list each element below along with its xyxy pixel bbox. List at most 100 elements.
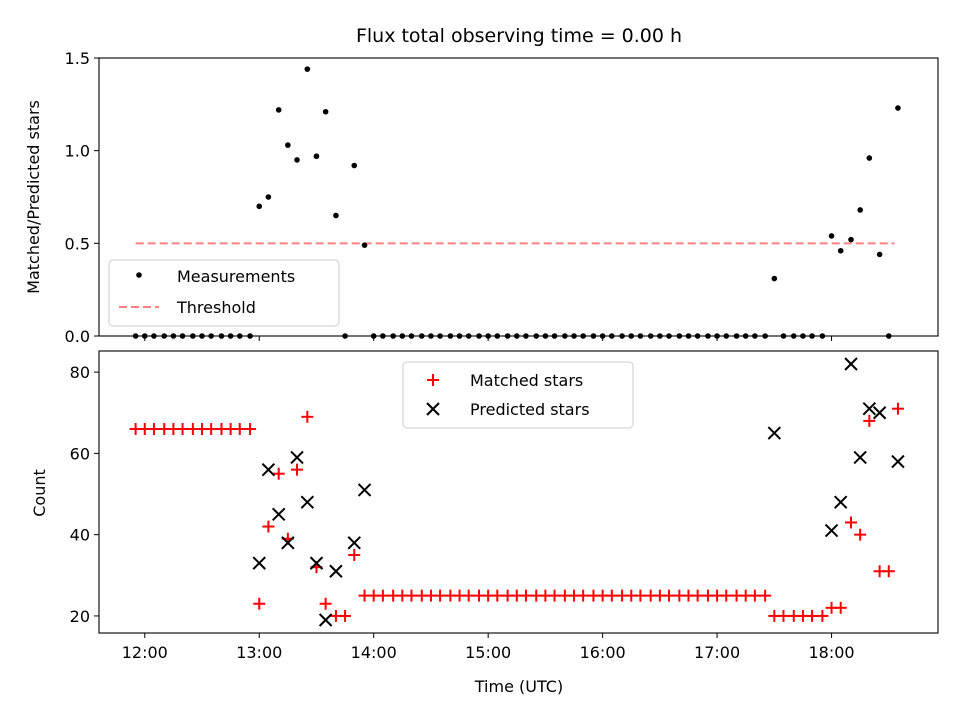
measurement-point [809, 333, 815, 339]
matched-star-point [339, 609, 352, 622]
bottom-legend: Matched stars Predicted stars [402, 361, 634, 429]
top-chart-title: Flux total observing time = 0.00 h [356, 25, 682, 47]
matched-star-point [748, 589, 761, 602]
matched-star-point [854, 528, 867, 541]
x-tick-label: 16:00 [580, 643, 626, 662]
matched-star-point [816, 609, 829, 622]
matched-star-point [348, 548, 361, 561]
predicted-star-point [862, 401, 877, 416]
matched-star-point [691, 589, 704, 602]
measurement-point [752, 333, 758, 339]
predicted-star-point [329, 564, 343, 578]
measurement-point [542, 333, 549, 339]
x-tick-label: 12:00 [122, 643, 168, 662]
measurement-point [714, 333, 720, 339]
measurement-point [637, 333, 644, 339]
measurement-point [723, 333, 730, 339]
measurement-point [275, 107, 282, 113]
measurement-point [657, 333, 663, 339]
matched-star-point [405, 589, 418, 602]
measurement-point [190, 333, 196, 339]
measurement-point [465, 333, 472, 339]
measurement-point [476, 333, 482, 339]
matched-star-point [759, 589, 772, 602]
x-axis-label: Time (UTC) [474, 677, 563, 696]
x-tick-label: 15:00 [465, 643, 511, 662]
measurement-point [380, 333, 386, 339]
measurement-point [504, 333, 511, 339]
predicted-star-point [357, 483, 372, 497]
measurement-point [333, 212, 339, 219]
matched-star-point [548, 589, 561, 602]
measurement-point [790, 333, 797, 339]
matched-star-point [272, 467, 285, 480]
matched-star-point [319, 597, 332, 610]
measurement-point [322, 108, 329, 115]
measurement-point [408, 333, 415, 339]
measurement-point [647, 333, 654, 339]
measurement-point [590, 333, 597, 339]
measurement-point [666, 333, 672, 339]
predicted-star-point [309, 556, 324, 570]
measurement-point [780, 333, 787, 339]
measurement-point [857, 207, 863, 213]
matched-star-point [301, 410, 314, 423]
measurement-point [866, 155, 873, 161]
measurement-point [828, 233, 835, 239]
bottom-y-tick-label: 60 [70, 444, 90, 463]
measurement-point [876, 251, 883, 258]
measurement-point [456, 333, 463, 339]
predicted-star-point [281, 536, 295, 550]
measurement-point [742, 333, 749, 339]
measurement-point [370, 333, 377, 339]
predicted-star-point [891, 454, 905, 469]
measurement-point [437, 333, 443, 339]
measurement-point [608, 333, 615, 339]
measurement-point [580, 333, 586, 339]
measurement-point [494, 333, 501, 339]
predicted-star-point [252, 556, 266, 570]
top-y-tick-label: 1.0 [65, 142, 90, 161]
measurement-point [523, 333, 529, 339]
measurement-point [848, 236, 854, 243]
matched-star-point [882, 565, 895, 578]
measurement-point [247, 333, 253, 339]
bottom-y-tick-label: 20 [70, 607, 90, 626]
top-y-tick-label: 0.0 [65, 327, 90, 346]
measurement-point [619, 333, 625, 339]
legend-threshold-label: Threshold [176, 298, 256, 317]
legend-measurements-marker [136, 272, 142, 278]
measurement-point [571, 333, 577, 339]
measurement-point [676, 333, 683, 339]
bottom-y-tick-label: 40 [70, 526, 90, 545]
top-y-tick-label: 0.5 [65, 234, 90, 253]
measurement-point [599, 333, 606, 339]
measurement-point [513, 333, 520, 339]
measurement-point [236, 333, 243, 339]
matched-star-point [147, 423, 160, 436]
measurement-point [733, 333, 740, 339]
x-tick-label: 17:00 [694, 643, 740, 662]
measurement-point [351, 162, 358, 169]
predicted-star-point [261, 462, 276, 477]
legend-matched-marker [427, 374, 439, 386]
measurement-point [304, 66, 311, 72]
bottom-axes-frame [98, 350, 939, 634]
matched-star-point [205, 423, 218, 436]
measurement-point [294, 157, 300, 163]
matched-star-point [605, 589, 618, 602]
measurement-point [418, 333, 425, 339]
x-tick-label: 13:00 [236, 643, 282, 662]
measurement-point [705, 333, 711, 339]
measurement-point [313, 153, 320, 160]
matched-star-point [891, 402, 904, 415]
measurement-point [265, 194, 272, 200]
measurement-point [562, 333, 568, 339]
matched-star-point [244, 423, 257, 436]
measurement-point [161, 333, 168, 339]
predicted-star-point [824, 523, 839, 538]
matched-star-point [176, 423, 189, 436]
bottom-y-axis-label: Count [30, 469, 49, 517]
measurement-point [533, 333, 540, 339]
